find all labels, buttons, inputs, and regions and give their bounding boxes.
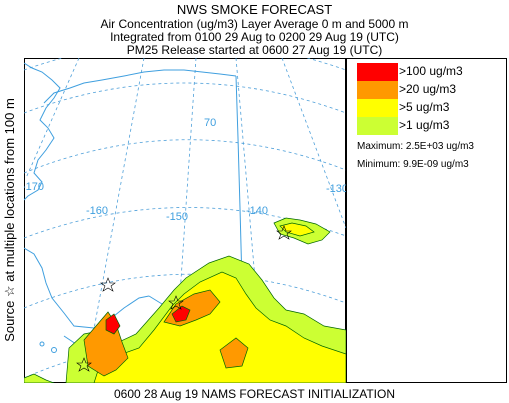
forecast-initialization-footer: 0600 28 Aug 19 NAMS FORECAST INITIALIZAT… xyxy=(114,387,395,401)
lon-label-130: -130 xyxy=(326,183,346,195)
lat-label-70: 70 xyxy=(204,117,216,129)
legend-item-20: >20 ug/m3 xyxy=(357,81,497,99)
legend-minimum: Minimum: 9.9E-09 ug/m3 xyxy=(357,159,469,170)
subtitle-integration-period: Integrated from 0100 29 Aug to 0200 29 A… xyxy=(110,30,399,44)
source-locations-label: Source ☆ at multiple locations from 100 … xyxy=(2,98,17,342)
legend-label: >1 ug/m3 xyxy=(399,118,450,132)
legend-item-100: >100 ug/m3 xyxy=(357,63,497,81)
legend-swatch-orange xyxy=(357,81,398,99)
lon-label-140: -140 xyxy=(246,205,268,217)
legend-item-1: >1 ug/m3 xyxy=(357,117,497,135)
lon-label-150: -150 xyxy=(166,211,188,223)
legend-label: >20 ug/m3 xyxy=(399,82,457,96)
source-markers xyxy=(76,225,292,372)
legend-label: >100 ug/m3 xyxy=(399,64,463,78)
smoke-plumes xyxy=(24,217,346,383)
legend-label: >5 ug/m3 xyxy=(399,100,450,114)
legend-item-5: >5 ug/m3 xyxy=(357,99,497,117)
lon-label-160: -160 xyxy=(86,205,108,217)
legend-maximum: Maximum: 2.5E+03 ug/m3 xyxy=(357,141,474,152)
concentration-legend: >100 ug/m3 >20 ug/m3 >5 ug/m3 >1 ug/m3 M… xyxy=(346,58,507,383)
smoke-map: 70 -170 -160 -150 -140 -130 xyxy=(24,58,346,383)
map-title: NWS SMOKE FORECAST xyxy=(176,2,333,17)
lon-label-170: -170 xyxy=(24,181,44,193)
legend-swatch-yellow xyxy=(357,99,398,117)
legend-swatch-red xyxy=(357,63,398,81)
subtitle-concentration: Air Concentration (ug/m3) Layer Average … xyxy=(100,17,409,31)
legend-swatch-green xyxy=(357,117,398,135)
subtitle-release-start: PM25 Release started at 0600 27 Aug 19 (… xyxy=(126,43,383,57)
